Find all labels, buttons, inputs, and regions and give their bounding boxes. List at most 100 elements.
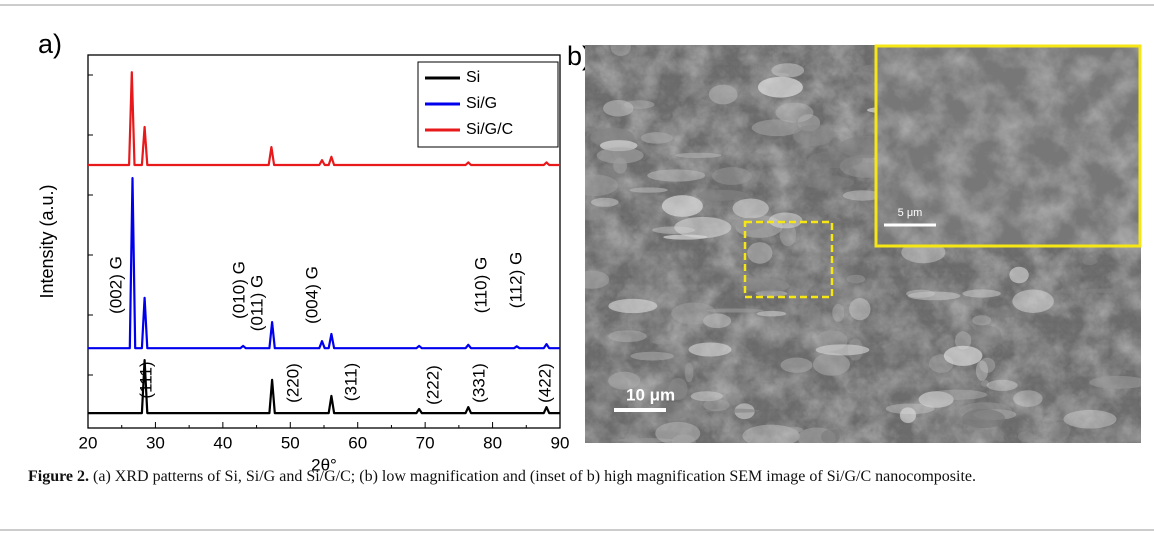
sem-flake <box>608 330 647 343</box>
sem-flake <box>1009 266 1029 284</box>
sem-flake <box>696 189 749 201</box>
sem-flake <box>610 45 631 56</box>
sem-flake <box>684 362 694 383</box>
sem-flake <box>751 119 802 137</box>
peak-label: (112) G <box>506 252 525 308</box>
sem-flake <box>703 398 730 412</box>
scale-bar-label: 5 μm <box>898 207 923 219</box>
sem-flake <box>821 429 840 443</box>
caption-text: (a) XRD patterns of Si, Si/G and Si/G/C;… <box>93 468 977 485</box>
sem-flake <box>675 152 722 158</box>
x-tick-label: 30 <box>146 433 165 452</box>
sem-flake <box>1082 288 1141 293</box>
sem-flake <box>907 291 961 301</box>
sem-flake <box>1017 431 1034 442</box>
sem-flake <box>832 303 845 322</box>
sem-flake <box>807 304 821 327</box>
sem-flake <box>986 379 1018 391</box>
sem-flake <box>1012 289 1054 313</box>
sem-flake <box>849 297 871 321</box>
x-tick-label: 50 <box>281 433 300 452</box>
x-tick-label: 70 <box>416 433 435 452</box>
sem-flake <box>732 198 769 219</box>
caption-label: Figure 2. <box>28 468 90 485</box>
zoom-region <box>743 220 834 299</box>
x-tick-label: 80 <box>483 433 502 452</box>
x-tick-label: 20 <box>79 433 98 452</box>
sem-flake <box>767 72 790 78</box>
sem-flake <box>992 309 1016 318</box>
sem-flake <box>756 310 787 317</box>
sem-flake <box>708 84 738 105</box>
peak-label: (422) <box>535 363 554 403</box>
sem-flake <box>1063 409 1117 429</box>
sem-flake <box>603 99 634 117</box>
sem-flake <box>975 360 989 381</box>
peak-label: (220) <box>283 363 302 403</box>
sem-flake <box>655 421 701 443</box>
sem-flake <box>815 344 870 356</box>
sem-flake <box>979 357 996 373</box>
sem-flake <box>928 389 987 400</box>
sem-flake <box>608 371 641 390</box>
sem-flake <box>1089 375 1141 389</box>
sem-flake <box>585 207 607 221</box>
sem-flake <box>884 344 902 362</box>
sem-flake <box>630 351 674 361</box>
sem-flake <box>593 375 629 391</box>
sem-flake <box>962 408 1006 429</box>
sem-flake <box>647 169 706 182</box>
sem-flake <box>741 278 790 293</box>
sem-flake <box>899 407 917 424</box>
sem-flake <box>793 124 834 147</box>
sem-flake <box>608 298 658 314</box>
sem-flake <box>972 325 1002 348</box>
sem-flake <box>812 352 851 376</box>
sem-flake <box>735 217 765 231</box>
x-tick-label: 60 <box>348 433 367 452</box>
sem-flake <box>780 357 813 373</box>
y-axis-label: Intensity (a.u.) <box>37 184 57 298</box>
sem-flake <box>784 426 804 433</box>
sem-flake <box>757 76 803 98</box>
sem-flake <box>980 380 990 387</box>
sem-flake <box>585 174 619 196</box>
peak-label: (110) G <box>471 257 490 313</box>
sem-flake <box>706 308 764 313</box>
sem-flake <box>653 382 686 401</box>
sem-flake <box>1043 420 1054 425</box>
sem-flake <box>585 270 610 289</box>
sem-flake <box>829 330 840 335</box>
sem-flake <box>711 167 752 185</box>
sem-flake <box>688 342 732 357</box>
sem-flake <box>1050 421 1071 441</box>
sem-flake <box>847 379 858 393</box>
line-series <box>88 71 560 167</box>
sem-flake <box>646 157 663 165</box>
sem-flake <box>590 197 619 207</box>
peak-label: (111) <box>136 361 155 398</box>
peak-label: (331) <box>469 363 488 403</box>
sem-flake <box>671 302 717 325</box>
line-series <box>88 359 560 415</box>
sem-flake <box>596 172 626 178</box>
line-series <box>88 177 560 350</box>
sem-flake <box>742 424 800 443</box>
peak-label: (004) G <box>302 266 321 324</box>
sem-flake <box>690 391 723 402</box>
sem-flake <box>596 147 644 164</box>
inset-texture <box>876 46 1140 246</box>
scale-bar-label: 10 μm <box>626 385 675 404</box>
sem-flake <box>954 331 972 350</box>
legend-label: Si/G/C <box>466 121 513 138</box>
x-tick-label: 40 <box>213 433 232 452</box>
x-axis-label: 2θ° <box>311 455 337 474</box>
sem-flake <box>655 402 690 420</box>
sem-flake <box>771 63 805 78</box>
legend-label: Si/G <box>466 95 497 112</box>
sem-flake <box>804 175 855 190</box>
sem-flake <box>846 274 866 284</box>
sem-flake <box>1082 257 1098 266</box>
peak-label: (002) G <box>106 256 125 314</box>
